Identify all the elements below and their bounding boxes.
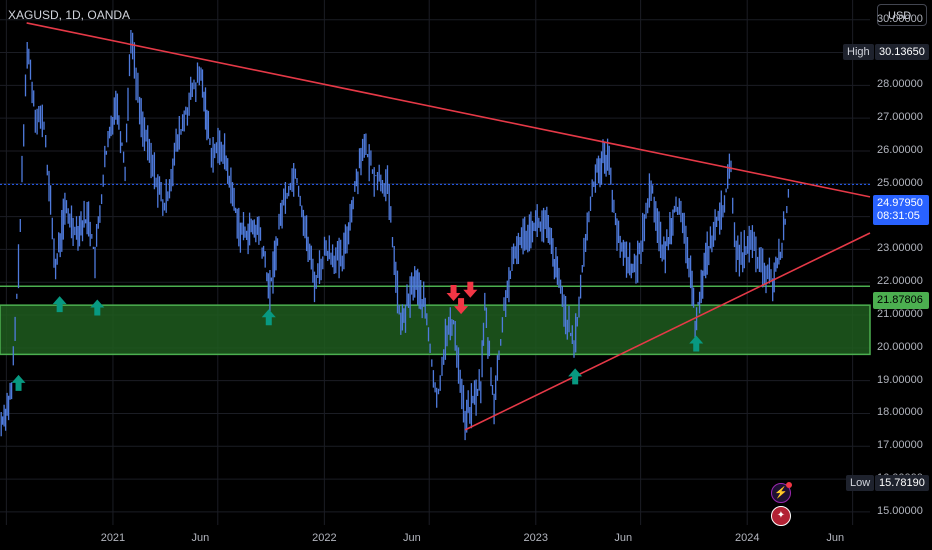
- arrow-layer: [11, 281, 704, 391]
- up-arrow-icon: [90, 299, 105, 316]
- price-tick-label: 17.00000: [877, 439, 923, 452]
- us-flag-icon[interactable]: ✦: [771, 506, 791, 526]
- time-tick-label: Jun: [402, 532, 421, 544]
- up-arrow-icon: [11, 374, 26, 391]
- price-series: [0, 30, 790, 441]
- high-value: 30.13650: [875, 44, 929, 60]
- time-tick-label: 2021: [100, 532, 126, 544]
- trendline-layer: [26, 22, 871, 431]
- time-tick-label: 2023: [523, 532, 549, 544]
- up-arrow-icon: [689, 335, 704, 352]
- ascending-trendline: [464, 232, 871, 431]
- down-arrow-icon: [446, 285, 461, 302]
- price-tick-label: 23.00000: [877, 242, 923, 255]
- support-zone-layer: [0, 183, 871, 356]
- time-tick-label: Jun: [191, 532, 210, 544]
- time-tick-label: 2022: [312, 532, 337, 544]
- down-arrow-icon: [463, 281, 478, 298]
- high-label: High: [843, 44, 874, 60]
- up-arrow-icon: [261, 309, 276, 326]
- price-tick-label: 28.00000: [877, 78, 923, 91]
- price-tick-label: 27.00000: [877, 111, 923, 124]
- price-tick-label: 20.00000: [877, 340, 923, 353]
- price-tick-label: 15.00000: [877, 504, 923, 517]
- up-arrow-icon: [568, 368, 583, 385]
- current-price: 24.97950: [877, 197, 923, 209]
- time-tick-label: 2024: [734, 532, 760, 544]
- low-label: Low: [846, 475, 875, 491]
- price-tick-label: 30.00000: [877, 12, 923, 25]
- bar-countdown: 08:31:05: [877, 210, 920, 222]
- support-zone: [0, 304, 871, 356]
- price-tick-label: 18.00000: [877, 406, 923, 419]
- support-level-badge: 21.87806: [873, 292, 929, 309]
- price-tick-label: 19.00000: [877, 373, 923, 386]
- price-tick-label: 22.00000: [877, 275, 923, 288]
- currency-button[interactable]: USD: [877, 4, 927, 26]
- price-tick-label: 25.00000: [877, 176, 923, 189]
- candle-wicks: [0, 30, 790, 441]
- price-tick-label: 21.00000: [877, 308, 923, 320]
- price-tick-label: 26.00000: [877, 143, 923, 156]
- low-value: 15.78190: [875, 475, 929, 491]
- lightning-icon[interactable]: ⚡: [771, 482, 792, 503]
- current-price-badge: 24.97950 08:31:05: [873, 195, 929, 225]
- time-tick-label: Jun: [614, 532, 633, 544]
- down-arrow-icon: [454, 298, 469, 315]
- symbol-label: XAGUSD, 1D, OANDA: [8, 8, 131, 22]
- time-tick-label: Jun: [826, 532, 845, 544]
- up-arrow-icon: [52, 296, 67, 313]
- descending-trendline: [26, 22, 871, 198]
